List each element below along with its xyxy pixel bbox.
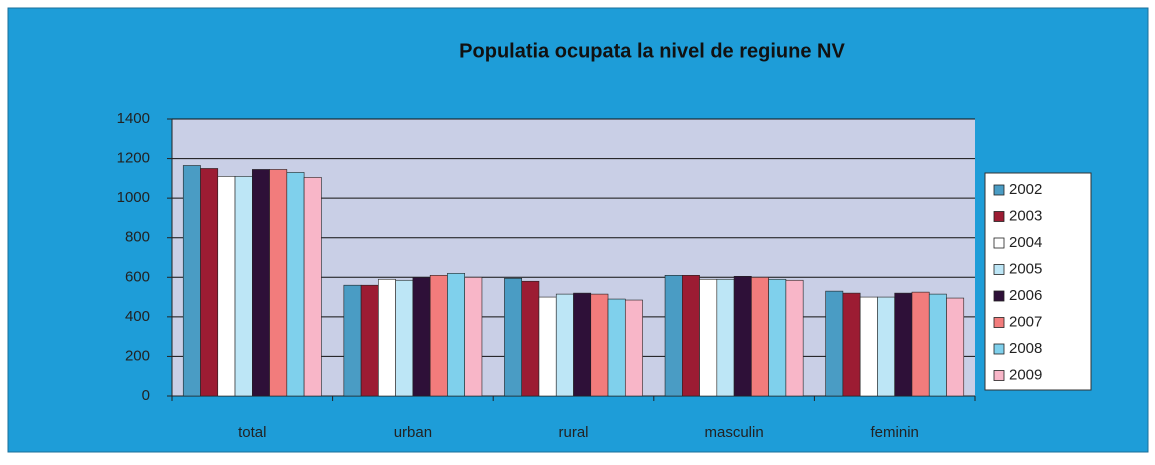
legend-swatch (993, 370, 1005, 381)
bar (252, 169, 270, 397)
bar (412, 276, 431, 397)
legend-label: 2003 (1009, 207, 1042, 224)
bar (360, 284, 379, 397)
legend-label: 2004 (1009, 234, 1042, 251)
bar (555, 293, 574, 397)
legend-swatch (993, 290, 1005, 302)
x-tick-label: urban (394, 424, 432, 441)
legend (984, 172, 1092, 391)
bar (286, 172, 305, 397)
bar (234, 176, 253, 397)
bar (946, 297, 965, 397)
x-tick-label: masculin (705, 424, 764, 441)
bar (429, 275, 448, 397)
bar (768, 278, 787, 397)
bar (842, 292, 861, 397)
bar (607, 298, 626, 397)
legend-label: 2007 (1009, 313, 1042, 330)
legend-label: 2009 (1009, 366, 1042, 383)
bar (825, 290, 844, 397)
x-tick-label: total (238, 424, 266, 441)
bar (538, 296, 557, 397)
legend-swatch (993, 237, 1005, 249)
bar (447, 273, 465, 397)
bar (877, 296, 895, 397)
legend-swatch (993, 184, 1005, 196)
bar (395, 279, 414, 397)
bar (624, 299, 643, 397)
bar (573, 292, 592, 397)
bar (504, 277, 523, 397)
bar (859, 296, 878, 397)
legend-label: 2002 (1009, 181, 1042, 198)
bar (269, 169, 288, 397)
chart-title: Populatia ocupata la nivel de regiune NV (459, 40, 845, 62)
legend-swatch (993, 211, 1005, 222)
bar (733, 275, 752, 397)
bar (182, 165, 201, 397)
bar (664, 275, 683, 397)
x-tick-label: rural (558, 424, 588, 441)
bar (303, 177, 322, 397)
bar (716, 278, 735, 397)
y-tick-label: 800 (125, 229, 150, 246)
legend-swatch (993, 317, 1005, 328)
legend-swatch (993, 264, 1005, 275)
bar (590, 293, 609, 397)
legend-label: 2005 (1009, 260, 1042, 277)
y-tick-label: 1400 (117, 110, 150, 127)
bar (682, 275, 700, 397)
x-tick-label: feminin (871, 424, 919, 441)
bar (343, 284, 362, 397)
bar (928, 293, 947, 397)
bar (378, 278, 396, 397)
bar (785, 279, 804, 397)
bar (464, 276, 483, 397)
y-tick-label: 1200 (117, 150, 150, 167)
bar (217, 176, 236, 397)
y-tick-label: 400 (125, 308, 150, 325)
bar (699, 278, 718, 397)
legend-label: 2006 (1009, 287, 1042, 304)
y-tick-label: 200 (125, 347, 150, 364)
y-tick-label: 600 (125, 268, 150, 285)
y-tick-label: 1000 (117, 189, 150, 206)
bar (911, 291, 930, 397)
legend-label: 2008 (1009, 340, 1042, 357)
y-tick-label: 0 (142, 387, 150, 404)
bar (894, 292, 913, 397)
legend-swatch (993, 343, 1005, 355)
bar (751, 276, 769, 397)
bar (200, 168, 219, 397)
bar (521, 280, 540, 397)
